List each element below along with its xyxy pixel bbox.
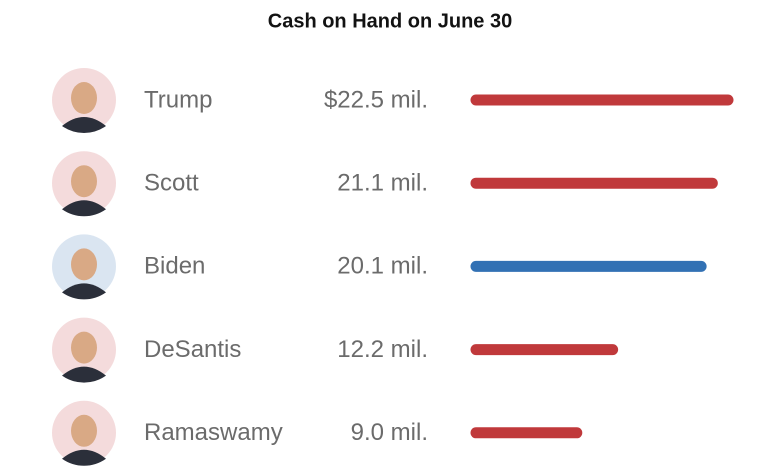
value-label: 12.2 mil. xyxy=(337,336,428,363)
category-label: Trump xyxy=(144,86,212,113)
avatar-suit xyxy=(62,117,106,133)
avatar-face xyxy=(71,248,97,281)
value-label: 21.1 mil. xyxy=(337,170,428,197)
category-label: Biden xyxy=(144,253,205,280)
avatar-suit xyxy=(62,283,106,300)
chart-title: Cash on Hand on June 30 xyxy=(268,10,512,32)
avatar xyxy=(52,151,116,217)
value-label: 20.1 mil. xyxy=(337,253,428,280)
avatar xyxy=(52,234,116,300)
avatar xyxy=(52,317,116,383)
category-label: Ramaswamy xyxy=(144,419,283,446)
avatar-face xyxy=(71,331,97,364)
avatar-suit xyxy=(62,449,106,466)
avatar-suit xyxy=(62,200,106,217)
avatar-face xyxy=(71,414,97,447)
avatar-face xyxy=(71,82,97,114)
avatar xyxy=(52,68,116,133)
avatar-face xyxy=(71,165,97,198)
value-label: 9.0 mil. xyxy=(351,419,428,446)
avatar-suit xyxy=(62,366,106,383)
avatar xyxy=(52,400,116,466)
value-label: $22.5 mil. xyxy=(324,86,428,113)
category-label: DeSantis xyxy=(144,336,241,363)
category-label: Scott xyxy=(144,170,199,197)
